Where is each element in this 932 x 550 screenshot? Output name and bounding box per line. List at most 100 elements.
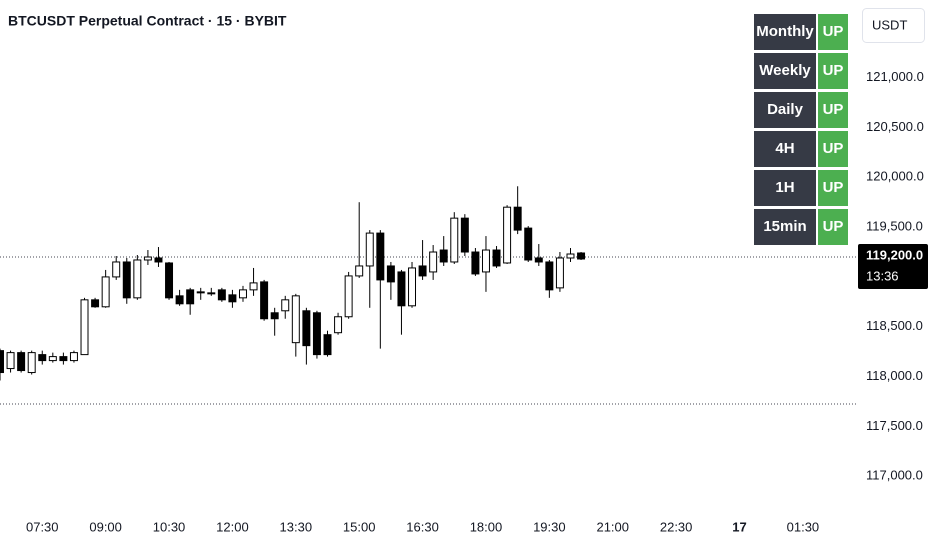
candle-body [408, 267, 417, 307]
table-label: 15min [763, 218, 806, 235]
currency-label[interactable]: USDT [872, 17, 907, 32]
candle-body [175, 295, 184, 305]
x-tick-label: 22:30 [660, 519, 693, 534]
candle-body [91, 299, 100, 308]
x-tick-label: 12:00 [216, 519, 249, 534]
candle-body [323, 334, 332, 356]
currency-button[interactable] [862, 8, 925, 43]
candle-body [101, 276, 110, 308]
price-label-box [858, 243, 928, 289]
table-status-cell [818, 14, 848, 50]
table-label-cell [754, 131, 816, 167]
candle-body [196, 291, 205, 294]
candle-body [492, 249, 501, 267]
candle-body [450, 217, 459, 263]
candle-body [376, 232, 385, 281]
x-tick-label: 09:00 [89, 519, 122, 534]
table-label: Daily [767, 101, 804, 118]
table-label-cell [754, 170, 816, 206]
x-tick-label: 16:30 [406, 519, 439, 534]
x-tick-label: 10:30 [153, 519, 186, 534]
y-tick-label: 118,500.0 [866, 318, 923, 333]
candle-body [122, 261, 131, 299]
candle-body [186, 289, 195, 305]
candle-body [429, 251, 438, 273]
candle-body [524, 227, 533, 261]
candle-body [260, 281, 269, 320]
candle-body [143, 256, 152, 261]
table-status: UP [823, 218, 844, 235]
candle-body [6, 352, 15, 370]
candle-body [154, 257, 163, 263]
table-label: Monthly [756, 23, 814, 40]
table-status: UP [823, 179, 844, 196]
candle-body [344, 275, 353, 318]
candle-body [69, 352, 78, 362]
chart-title: BTCUSDT Perpetual Contract · 15 · BYBIT [8, 13, 287, 29]
table-status-cell [818, 131, 848, 167]
candle-body [238, 289, 247, 299]
candle-body [133, 259, 142, 299]
candle-body [439, 249, 448, 263]
candle-body [534, 257, 543, 263]
table-label: Weekly [759, 62, 811, 79]
table-status-cell [818, 209, 848, 245]
candle-body [312, 312, 321, 356]
table-label: 4H [775, 140, 794, 157]
candle-body [577, 252, 586, 260]
table-status: UP [823, 62, 844, 79]
candle-body [281, 299, 290, 312]
y-tick-label: 119,500.0 [866, 219, 923, 234]
x-tick-label: 18:00 [470, 519, 503, 534]
table-status: UP [823, 101, 844, 118]
table-status-cell [818, 53, 848, 89]
x-tick-label: 15:00 [343, 519, 376, 534]
table-status-cell [818, 170, 848, 206]
candle-body [481, 249, 490, 273]
y-tick-label: 117,000.0 [866, 468, 923, 483]
candle-body [59, 356, 68, 362]
y-tick-label: 120,000.0 [866, 169, 924, 184]
y-tick-label: 120,500.0 [866, 119, 924, 134]
candle-body [207, 292, 216, 295]
candle-body [249, 282, 258, 291]
candle-body [503, 206, 512, 264]
x-tick-label: 17 [732, 519, 746, 534]
candle-body [513, 206, 522, 231]
table-label-cell [754, 209, 816, 245]
candle-body [270, 312, 279, 320]
candle-body [48, 356, 57, 362]
candle-body [291, 295, 300, 344]
y-tick-label: 121,000.0 [866, 69, 924, 84]
candle-body [27, 352, 36, 374]
candle-body [228, 294, 237, 303]
x-tick-label: 19:30 [533, 519, 566, 534]
candle-body [566, 253, 575, 259]
candle-body [80, 299, 89, 356]
candle-body [418, 265, 427, 277]
table-label-cell [754, 92, 816, 128]
table-label: 1H [775, 179, 794, 196]
price-label: 119,200.0 [866, 247, 923, 262]
x-tick-label: 07:30 [26, 519, 59, 534]
candle-body [0, 350, 4, 374]
y-tick-label: 118,000.0 [866, 368, 923, 383]
candle-body [545, 261, 554, 291]
candle-body [112, 261, 121, 278]
candle-body [217, 289, 226, 301]
candle-body [460, 217, 469, 253]
candle-body [334, 316, 343, 334]
countdown: 13:36 [866, 268, 899, 283]
candle-body [386, 265, 395, 283]
candle-body [397, 271, 406, 307]
x-tick-label: 13:30 [280, 519, 313, 534]
candle-body [17, 352, 26, 372]
y-tick-label: 117,500.0 [866, 418, 923, 433]
table-status: UP [823, 23, 844, 40]
candle-body [365, 232, 374, 267]
x-tick-label: 01:30 [787, 519, 820, 534]
candle-body [165, 262, 174, 299]
table-label-cell [754, 53, 816, 89]
